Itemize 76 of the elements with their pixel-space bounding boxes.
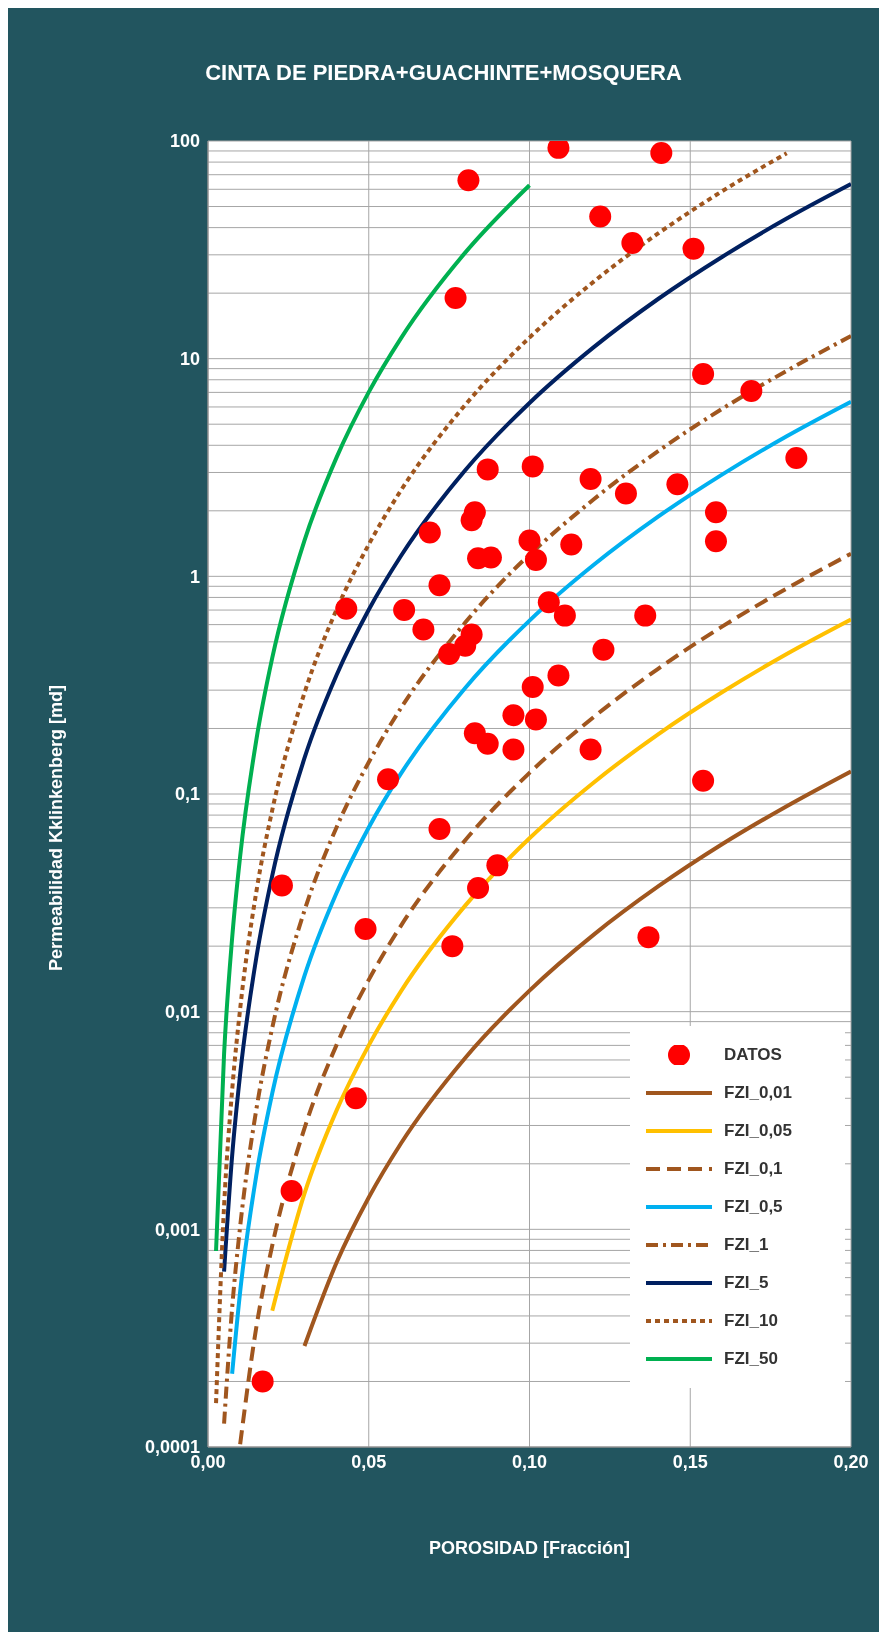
point — [589, 205, 612, 228]
point — [518, 529, 541, 552]
point — [251, 1370, 274, 1393]
point — [524, 548, 547, 571]
y-tick-label: 10 — [179, 349, 200, 370]
point — [785, 446, 808, 469]
point — [428, 818, 451, 841]
point — [270, 874, 293, 897]
point — [547, 664, 570, 687]
point — [521, 455, 544, 478]
point — [460, 509, 483, 532]
point — [692, 363, 715, 386]
point — [335, 597, 358, 620]
x-tick-label: 0,05 — [351, 1451, 387, 1472]
point — [502, 738, 525, 761]
point — [441, 935, 464, 958]
x-tick-label: 0,20 — [833, 1451, 869, 1472]
point — [354, 917, 377, 940]
point — [692, 769, 715, 792]
point — [438, 642, 461, 665]
line-series — [302, 769, 851, 1349]
point — [521, 676, 544, 699]
y-tick-label: 0,001 — [154, 1219, 200, 1240]
point — [444, 286, 467, 309]
point — [704, 501, 727, 524]
x-tick-label: 0,10 — [511, 1451, 548, 1472]
point — [637, 926, 660, 949]
point — [476, 732, 499, 755]
legend-label: DATOS — [724, 1045, 782, 1065]
legend-label: FZI_0,5 — [724, 1197, 783, 1217]
legend-label: FZI_50 — [724, 1349, 778, 1369]
chart-title: CINTA DE PIEDRA+GUACHINTE+MOSQUERA — [204, 60, 683, 86]
point — [560, 533, 583, 556]
point — [418, 521, 441, 544]
point — [502, 704, 525, 727]
legend-label: FZI_0,05 — [724, 1121, 793, 1141]
y-axis-title: Permeabilidad Kklinkenberg [md] — [45, 684, 67, 972]
y-tick-label: 0,1 — [174, 784, 200, 805]
x-axis-title: POROSIDAD [Fracción] — [428, 1538, 631, 1559]
point — [537, 591, 560, 614]
point — [704, 530, 727, 553]
point — [579, 738, 602, 761]
point — [428, 574, 451, 597]
point — [650, 142, 673, 165]
point — [524, 708, 547, 731]
point — [614, 482, 637, 505]
point — [579, 468, 602, 490]
y-tick-label: 0,01 — [164, 1002, 200, 1023]
point — [344, 1087, 367, 1110]
point — [457, 169, 480, 192]
point — [467, 876, 490, 899]
point — [393, 599, 416, 622]
legend-label: FZI_1 — [724, 1235, 769, 1255]
x-tick-label: 0,15 — [672, 1451, 708, 1472]
point — [634, 604, 657, 627]
point — [280, 1180, 303, 1202]
point — [666, 473, 689, 496]
legend-label: FZI_0,01 — [724, 1083, 793, 1103]
legend-label: FZI_10 — [724, 1311, 778, 1331]
line-series — [214, 183, 532, 1254]
point — [486, 854, 509, 877]
legend-label: FZI_0,1 — [724, 1159, 783, 1179]
point — [621, 231, 644, 254]
y-tick-label: 100 — [169, 131, 200, 152]
point — [476, 458, 499, 481]
legend-label: FZI_5 — [724, 1273, 769, 1293]
point — [377, 768, 400, 791]
y-tick-label: 1 — [189, 566, 200, 587]
line-series — [238, 551, 851, 1447]
point — [592, 638, 615, 661]
point — [412, 618, 435, 641]
point — [740, 380, 763, 403]
line-series — [222, 182, 851, 1274]
point — [682, 237, 705, 260]
line-series — [270, 617, 851, 1313]
point — [553, 604, 576, 627]
